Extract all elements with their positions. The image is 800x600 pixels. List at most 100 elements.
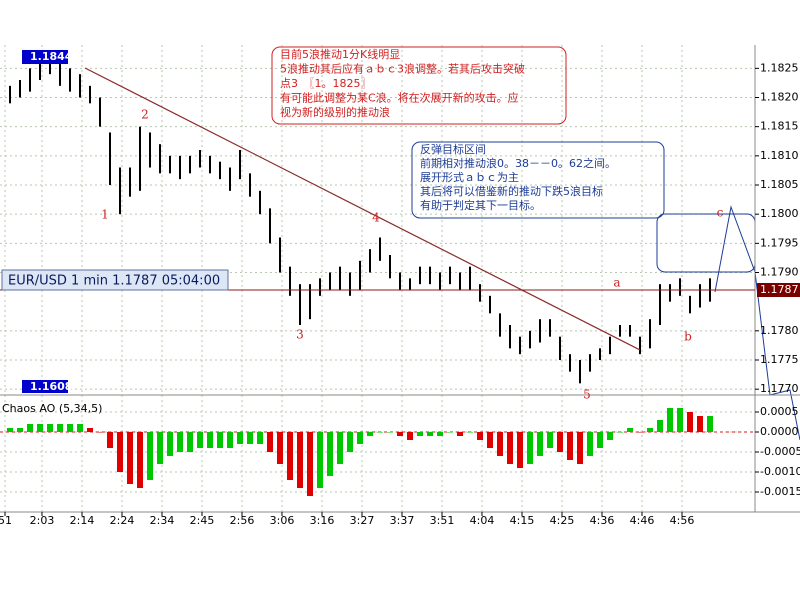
x-tick-label: 4:36 — [590, 514, 615, 527]
x-tick-label: 3:06 — [270, 514, 295, 527]
y2-tick-label: -0.0015 — [760, 485, 800, 498]
ao-bar — [187, 432, 193, 452]
x-tick-label: 4:04 — [470, 514, 495, 527]
ao-bar — [377, 432, 383, 433]
note-text: 目前5浪推动1分K线明显 — [280, 47, 400, 61]
ao-bar — [617, 432, 623, 433]
y-tick-label: 1.1815 — [760, 120, 799, 133]
price-max-box — [22, 50, 68, 64]
ao-bar — [27, 424, 33, 432]
note-text: 前期相对推动浪0。38－－0。62之间。 — [420, 156, 616, 170]
x-tick-label: 4:15 — [510, 514, 535, 527]
overlay: 51 2:03 2:14 2:24 2:34 2:45 2:56 3:06 3:16 3:27 3:… — [0, 47, 800, 527]
x-tick-label: 4:25 — [550, 514, 575, 527]
x-tick-label: 4:46 — [630, 514, 655, 527]
ao-bar — [597, 432, 603, 448]
ao-bar — [517, 432, 523, 468]
ao-bar — [447, 432, 453, 433]
wave-label: 5 — [583, 388, 591, 402]
ao-bar — [697, 416, 703, 432]
ao-bar — [437, 432, 443, 436]
ao-bar — [547, 432, 553, 448]
ao-bar — [497, 432, 503, 456]
ao-bar — [77, 424, 83, 432]
y2-tick-label: 0.0005 — [760, 405, 799, 418]
ao-bar — [127, 432, 133, 484]
current-price-box — [757, 283, 800, 297]
price-min-box — [22, 380, 68, 393]
ao-bar — [87, 428, 93, 432]
y2-tick-label: -0.0010 — [760, 465, 800, 478]
ao-bar — [237, 432, 243, 444]
y-tick-label: 1.1800 — [760, 207, 799, 220]
ao-bar — [667, 408, 673, 432]
x-tick-label: 3:27 — [350, 514, 375, 527]
wave-label: 3 — [296, 328, 304, 342]
ao-bar — [467, 432, 473, 433]
ao-bar — [647, 428, 653, 432]
x-tick-label: 2:03 — [30, 514, 55, 527]
wave-label: c — [717, 206, 724, 220]
ao-bar — [197, 432, 203, 448]
ao-bar — [267, 432, 273, 452]
y-tick-label: 1.1810 — [760, 149, 799, 162]
indicator-title: Chaos AO (5,34,5) — [2, 402, 102, 415]
ao-bar — [387, 432, 393, 433]
x-tick-label: 2:45 — [190, 514, 215, 527]
x-tick-label: 2:14 — [70, 514, 95, 527]
ao-bar — [687, 412, 693, 432]
y-tick-label: 1.1790 — [760, 266, 799, 279]
ao-bar — [337, 432, 343, 464]
ao-bar — [297, 432, 303, 488]
note-text: 有助于判定其下一目标。 — [420, 198, 541, 212]
ao-bar — [637, 432, 643, 433]
ao-bar — [477, 432, 483, 440]
x-tick-label: 3:51 — [430, 514, 455, 527]
ao-bar — [407, 432, 413, 440]
symbol-label: EUR/USD 1 min 1.1787 05:04:00 — [8, 274, 220, 289]
ao-bar — [207, 432, 213, 448]
ao-bar — [97, 432, 103, 433]
current-price-label: 1.1787 — [760, 283, 799, 296]
ao-bar — [217, 432, 223, 448]
ao-bar — [257, 432, 263, 444]
wave-label: 1 — [101, 208, 109, 222]
price-min-label: 1.1608 — [30, 380, 72, 393]
ao-bar — [57, 424, 63, 432]
ao-bar — [347, 432, 353, 452]
y2-tick-label: -0.0005 — [760, 445, 800, 458]
ao-bar — [457, 432, 463, 436]
y-tick-label: 1.1805 — [760, 178, 799, 191]
ao-bar — [357, 432, 363, 444]
x-tick-label: 2:34 — [150, 514, 175, 527]
ao-bar — [307, 432, 313, 496]
x-tick-label: 2:56 — [230, 514, 255, 527]
wave-label: 2 — [141, 108, 149, 122]
x-tick-label: 3:37 — [390, 514, 415, 527]
x-tick-label: 2:24 — [110, 514, 135, 527]
ao-bar — [657, 420, 663, 432]
projection-path — [714, 205, 800, 441]
ao-bar — [417, 432, 423, 436]
ao-bar — [577, 432, 583, 464]
x-tick-label: 3:16 — [310, 514, 335, 527]
ao-bar — [47, 424, 53, 432]
x-tick-label: 51 — [0, 514, 12, 527]
ao-bar — [227, 432, 233, 448]
ao-bar — [427, 432, 433, 436]
ao-bar — [327, 432, 333, 476]
ao-bar — [527, 432, 533, 464]
y-tick-label: 1.1795 — [760, 236, 799, 249]
ao-bar — [707, 416, 713, 432]
wave-label: 4 — [372, 211, 380, 225]
y-tick-label: 1.1780 — [760, 324, 799, 337]
ao-bar — [317, 432, 323, 488]
ao-bar — [7, 428, 13, 432]
ao-bar — [397, 432, 403, 436]
y-tick-label: 1.1825 — [760, 61, 799, 74]
ao-bar — [287, 432, 293, 480]
wave-label: a — [613, 276, 620, 290]
wave-label: b — [684, 330, 692, 344]
x-tick-label: 4:56 — [670, 514, 695, 527]
